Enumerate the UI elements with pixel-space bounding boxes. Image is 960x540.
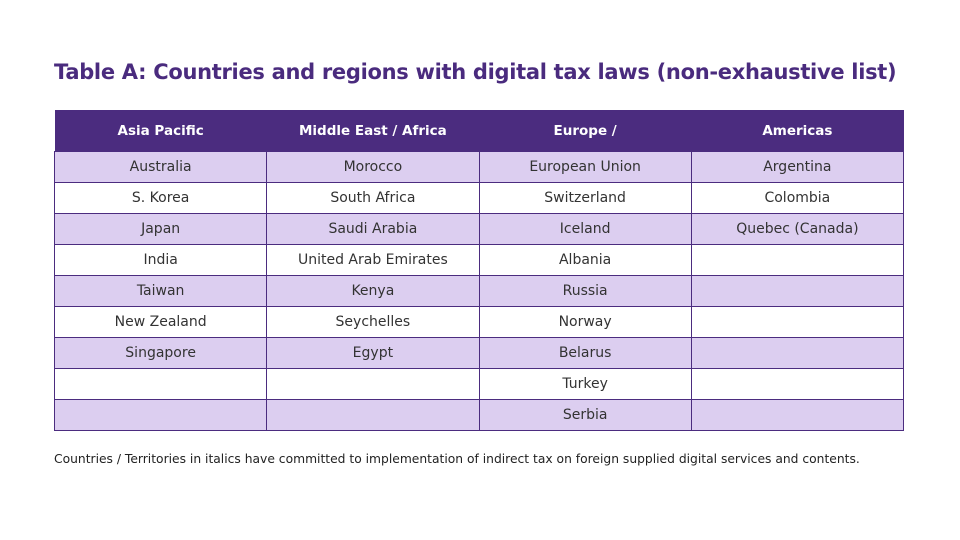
footnote: Countries / Territories in italics have … (54, 452, 860, 466)
table-row: Turkey (53, 368, 905, 400)
table-cell: Turkey (478, 368, 692, 400)
column-header: Europe / (479, 110, 692, 152)
table-cell: Belarus (478, 337, 692, 369)
table-cell (690, 275, 905, 307)
table-row: New Zealand Seychelles Norway (53, 306, 905, 338)
table-cell: Japan (53, 213, 268, 245)
table-cell: South Africa (266, 182, 480, 214)
table-cell: Kenya (266, 275, 480, 307)
table-cell: Russia (478, 275, 692, 307)
table-cell: Singapore (53, 337, 268, 369)
table-cell: Morocco (266, 151, 480, 183)
column-header: Asia Pacific (54, 110, 267, 152)
table-cell: Switzerland (478, 182, 692, 214)
table-cell: Norway (478, 306, 692, 338)
table-cell: Albania (478, 244, 692, 276)
table-cell: India (53, 244, 268, 276)
table-row: Japan Saudi Arabia Iceland Quebec (Canada) (53, 213, 905, 245)
table-cell (690, 399, 905, 431)
table-cell (266, 399, 480, 431)
table-cell: Saudi Arabia (266, 213, 480, 245)
table-cell (690, 337, 905, 369)
table-cell (266, 368, 480, 400)
table-cell: Australia (53, 151, 268, 183)
table-cell (690, 368, 905, 400)
table-cell: Egypt (266, 337, 480, 369)
table-row: Taiwan Kenya Russia (53, 275, 905, 307)
digital-tax-table: Asia Pacific Middle East / Africa Europe… (53, 110, 905, 431)
table-header-row: Asia Pacific Middle East / Africa Europe… (54, 110, 904, 152)
table-row: India United Arab Emirates Albania (53, 244, 905, 276)
table-cell (690, 306, 905, 338)
table-cell: United Arab Emirates (266, 244, 480, 276)
table-row: Singapore Egypt Belarus (53, 337, 905, 369)
table-row: S. Korea South Africa Switzerland Colombia (53, 182, 905, 214)
table-cell: Seychelles (266, 306, 480, 338)
column-header: Americas (691, 110, 904, 152)
table-cell: Taiwan (53, 275, 268, 307)
table-cell: Serbia (478, 399, 692, 431)
column-header: Middle East / Africa (266, 110, 479, 152)
table-row: Serbia (53, 399, 905, 431)
table-row: Australia Morocco European Union Argentina (53, 151, 905, 183)
table-cell: New Zealand (53, 306, 268, 338)
table-cell: European Union (478, 151, 692, 183)
table-cell: Argentina (690, 151, 905, 183)
table-cell: S. Korea (53, 182, 268, 214)
table-cell (690, 244, 905, 276)
table-cell (53, 399, 268, 431)
table-cell: Quebec (Canada) (690, 213, 905, 245)
table-cell: Iceland (478, 213, 692, 245)
table-cell (53, 368, 268, 400)
page-title: Table A: Countries and regions with digi… (54, 60, 897, 84)
table-cell: Colombia (690, 182, 905, 214)
